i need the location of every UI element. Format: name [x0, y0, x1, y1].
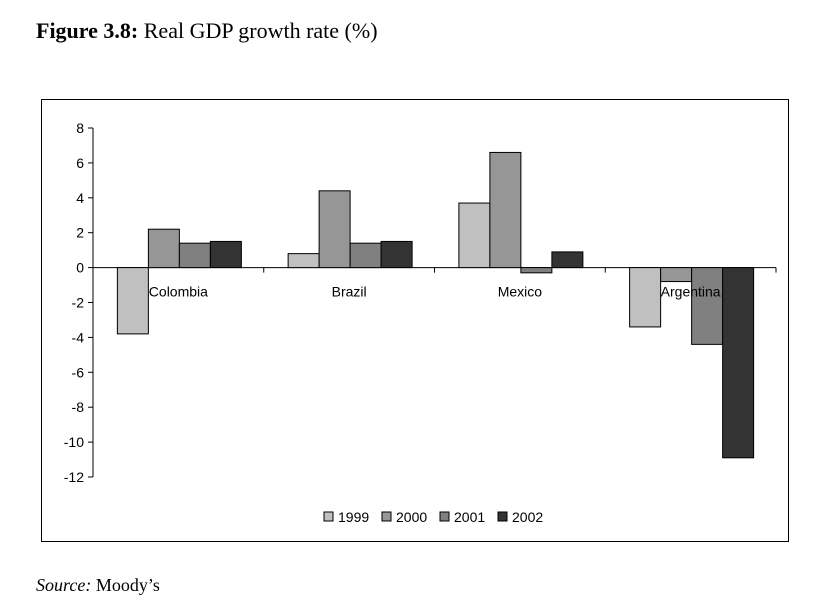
y-tick-label: -6	[72, 364, 85, 380]
bar-colombia-2000	[147, 228, 180, 269]
x-category-label: Mexico	[498, 284, 543, 300]
legend-swatch-2002	[497, 511, 508, 522]
bar-mexico-2002	[551, 251, 584, 269]
y-tick-label: -4	[72, 329, 85, 345]
y-tick-label: 0	[76, 260, 84, 276]
legend-label-2001: 2001	[454, 509, 485, 525]
bar-brazil-2001	[349, 242, 382, 269]
legend-label-1999: 1999	[338, 509, 369, 525]
bar-brazil-2000	[318, 190, 351, 269]
x-category-label: Brazil	[332, 284, 367, 300]
chart-frame	[41, 99, 789, 542]
legend: 1999 2000 2001 2002	[323, 509, 543, 525]
bar-mexico-2000	[489, 151, 522, 269]
bar-argentina-2001	[691, 267, 724, 345]
bar-brazil-1999	[287, 253, 320, 269]
y-tick-label: 6	[76, 155, 84, 171]
y-tick-label: 8	[76, 120, 84, 136]
bar-brazil-2002	[380, 240, 413, 269]
bar-colombia-2001	[178, 242, 211, 269]
legend-swatch-1999	[323, 511, 334, 522]
bar-colombia-1999	[116, 267, 149, 335]
y-tick-label: 4	[76, 190, 84, 206]
category-labels: Colombia Brazil Mexico Argentina	[149, 284, 721, 300]
bar-argentina-2002	[722, 267, 755, 459]
y-tick-label: -2	[72, 295, 85, 311]
x-category-label: Argentina	[661, 284, 721, 300]
legend-label-2002: 2002	[512, 509, 543, 525]
bar-argentina-2000	[660, 267, 693, 283]
y-tick-label: -12	[64, 469, 84, 485]
axes: 8 6 4 2 0 -2 -4 -6 -8 -10 -12	[64, 120, 777, 485]
bar-mexico-2001	[520, 267, 553, 274]
y-tick-label: 2	[76, 225, 84, 241]
legend-swatch-2000	[381, 511, 392, 522]
x-category-label: Colombia	[149, 284, 208, 300]
bar-argentina-1999	[629, 267, 662, 328]
figure-label: Figure 3.8:	[36, 18, 139, 43]
bar-colombia-2002	[209, 240, 242, 269]
y-tick-label: -10	[64, 434, 84, 450]
source-note: Source: Moody’s	[36, 575, 160, 596]
source-label: Source:	[36, 575, 92, 595]
figure-caption: Real GDP growth rate (%)	[143, 18, 378, 43]
source-text: Moody’s	[95, 575, 160, 595]
legend-swatch-2001	[439, 511, 450, 522]
figure-title: Figure 3.8: Real GDP growth rate (%)	[36, 18, 378, 44]
bars	[116, 151, 755, 459]
bar-mexico-1999	[458, 202, 491, 269]
legend-label-2000: 2000	[396, 509, 427, 525]
y-tick-label: -8	[72, 399, 85, 415]
